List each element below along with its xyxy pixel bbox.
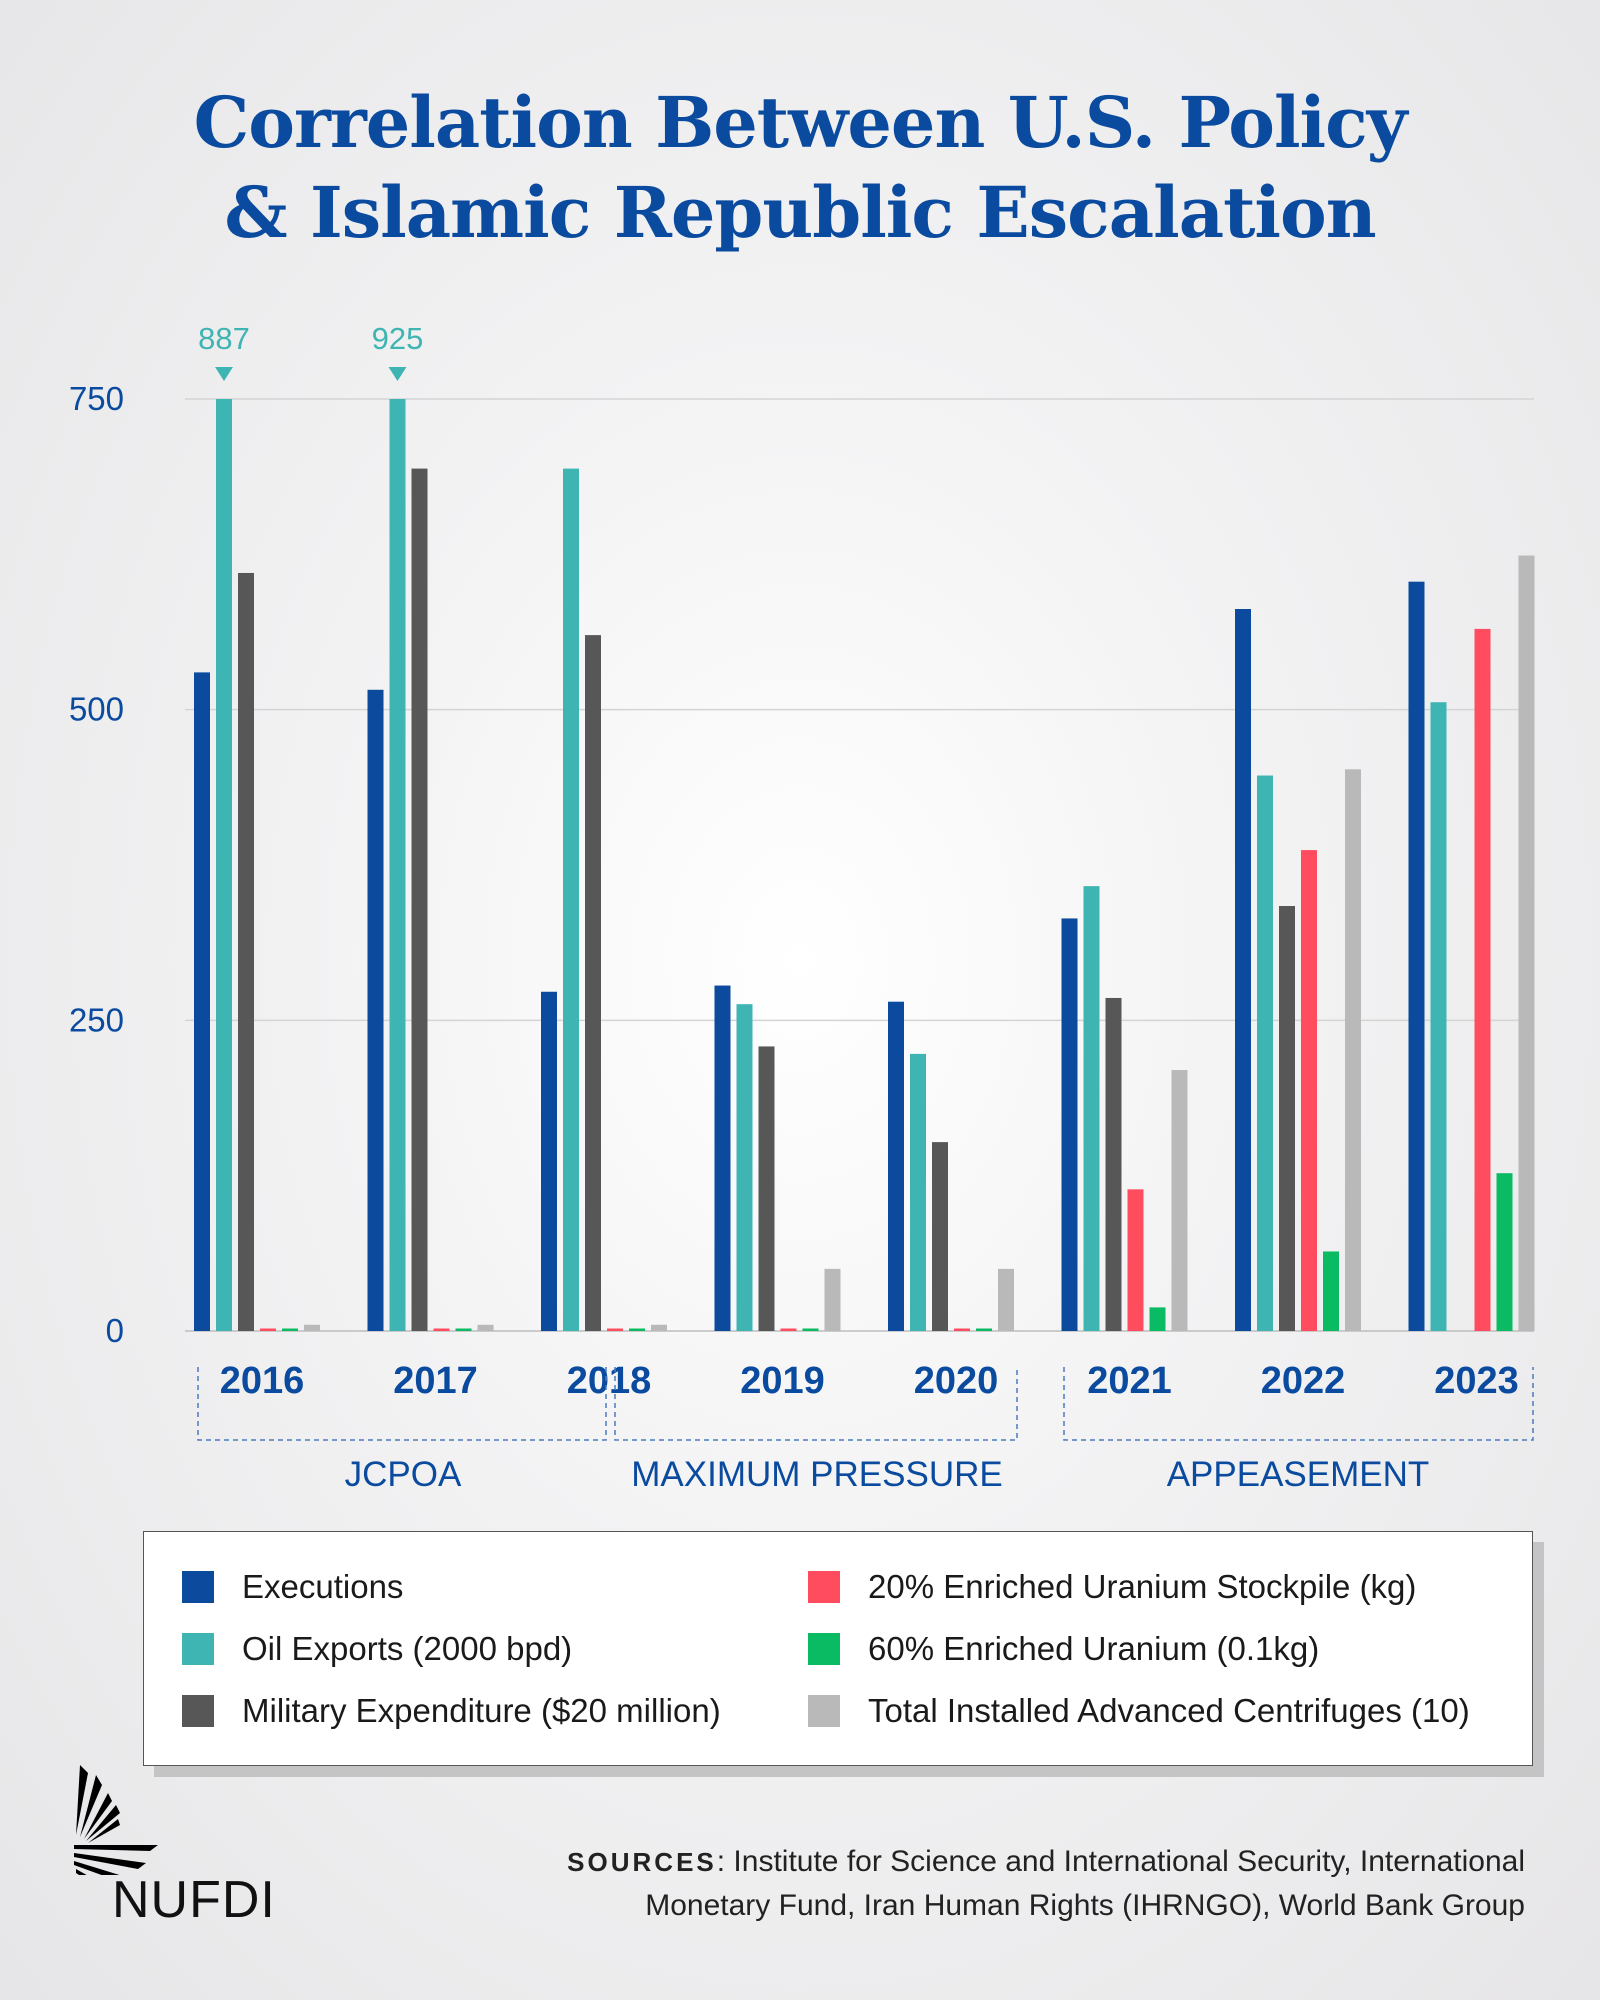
sources-line-2: Monetary Fund, Iran Human Rights (IHRNGO… [645,1889,1525,1922]
legend-item: Executions [182,1568,403,1606]
period-bracket [614,1367,1018,1441]
title-line-1: Correlation Between U.S. Policy [193,81,1408,164]
x-tick-label: 2023 [1434,1360,1519,1402]
title-line-2: & Islamic Republic Escalation [224,171,1376,254]
x-tick-label: 2016 [220,1360,305,1402]
bar-2020-2 [932,1142,948,1331]
bar-2016-1 [216,399,232,1331]
period-label: JCPOA [345,1455,462,1494]
bar-2021-3 [1127,1189,1144,1331]
x-tick-label: 2022 [1261,1360,1346,1402]
bar-2022-0 [1235,609,1251,1331]
legend-label: 60% Enriched Uranium (0.1kg) [868,1630,1320,1667]
period-label: APPEASEMENT [1167,1455,1430,1494]
legend-item: Oil Exports (2000 bpd) [182,1630,572,1668]
x-tick-label: 2021 [1087,1360,1172,1402]
bar-2021-5 [1171,1070,1188,1331]
bar-2018-4 [629,1328,645,1331]
bar-2021-0 [1061,918,1078,1331]
x-tick-label: 2018 [567,1360,652,1402]
bar-2017-0 [367,689,384,1331]
bar-chart: 0 250 500 750 2016 2017 2018 2019 2020 2021 2022 20… [69,321,1535,1494]
legend-item: Total Installed Advanced Centrifuges (10… [808,1692,1470,1730]
legend-swatch [808,1633,840,1665]
x-tick-label: 2017 [393,1360,478,1402]
bar-2020-5 [998,1268,1014,1331]
bar-2018-3 [607,1328,623,1331]
bar-2017-4 [455,1328,472,1331]
sources-line-1: : Institute for Science and Internationa… [716,1845,1525,1878]
bar-2018-0 [541,991,557,1331]
bar-2016-4 [282,1328,298,1331]
bar-2021-2 [1105,997,1122,1331]
sources-note: SOURCES: Institute for Science and Inter… [567,1840,1525,1928]
y-tick-label: 750 [69,380,124,417]
legend-swatch [182,1571,214,1603]
x-tick-label: 2020 [914,1360,999,1402]
bar-2019-1 [736,1004,753,1331]
bar-2019-5 [824,1268,841,1331]
legend-label: Executions [242,1568,404,1605]
down-arrow-icon [215,367,233,381]
y-tick-label: 0 [106,1312,124,1349]
bar-2019-3 [780,1328,797,1331]
bar-2022-3 [1301,850,1317,1331]
bar-2019-2 [758,1046,775,1331]
bar-2017-5 [477,1324,494,1331]
bar-2022-2 [1279,906,1295,1331]
bar-2021-1 [1083,886,1100,1331]
legend-label: Military Expenditure ($20 million) [242,1692,721,1729]
bar-2023-1 [1430,702,1447,1331]
bar-2016-2 [238,572,254,1331]
bar-2020-0 [888,1001,904,1331]
legend-swatch [808,1571,840,1603]
legend-label: Total Installed Advanced Centrifuges (10… [868,1692,1470,1729]
bar-2018-5 [651,1324,667,1331]
bar-2016-3 [260,1328,276,1331]
bar-2022-1 [1257,775,1273,1331]
bar-2023-3 [1474,628,1491,1331]
bar-2017-3 [433,1328,450,1331]
x-tick-label: 2019 [740,1360,825,1402]
bar-2019-0 [714,985,731,1331]
data-label: 887 [198,321,250,356]
bar-2023-5 [1518,555,1535,1331]
down-arrow-icon [388,367,407,381]
period-bracket [197,1367,607,1441]
bar-2022-5 [1345,769,1361,1331]
legend-label: 20% Enriched Uranium Stockpile (kg) [868,1568,1417,1605]
bar-2020-3 [954,1328,970,1331]
bar-2020-1 [910,1053,926,1331]
legend: Executions Oil Exports (2000 bpd) Military… [143,1531,1533,1766]
bar-2017-2 [411,468,428,1331]
bar-2018-2 [585,635,601,1331]
bar-2016-0 [194,672,210,1331]
bar-2021-4 [1149,1307,1166,1331]
chart-title: Correlation Between U.S. Policy & Islami… [0,78,1600,258]
period-bracket [1063,1367,1534,1441]
period-label: MAXIMUM PRESSURE [631,1455,1002,1494]
bar-2019-4 [802,1328,819,1331]
bar-2023-4 [1496,1173,1513,1331]
legend-swatch [182,1695,214,1727]
legend-swatch [808,1695,840,1727]
y-tick-label: 250 [69,1001,124,1038]
legend-swatch [182,1633,214,1665]
legend-item: 60% Enriched Uranium (0.1kg) [808,1630,1319,1668]
sources-label: SOURCES [567,1847,717,1877]
bar-2018-1 [563,468,579,1331]
legend-item: 20% Enriched Uranium Stockpile (kg) [808,1568,1416,1606]
bar-2023-0 [1408,581,1425,1331]
data-label: 925 [372,321,424,356]
bar-2020-4 [976,1328,992,1331]
bar-2022-4 [1323,1251,1339,1331]
bar-2017-1 [389,399,406,1331]
bar-2016-5 [304,1324,320,1331]
legend-item: Military Expenditure ($20 million) [182,1692,721,1730]
logo-text: NUFDI [112,1871,276,1929]
y-tick-label: 500 [69,691,124,728]
legend-label: Oil Exports (2000 bpd) [242,1630,573,1667]
